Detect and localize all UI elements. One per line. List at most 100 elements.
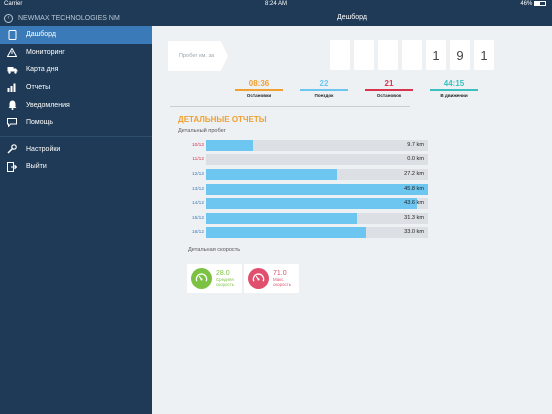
mileage-row[interactable]: 15/12 31.3 km	[178, 211, 430, 226]
sidebar-item-help[interactable]: Помощь	[0, 114, 152, 132]
odometer-digit	[378, 40, 398, 70]
stat-stop-time[interactable]: 08:36 Остановки	[232, 79, 286, 98]
mileage-row[interactable]: 16/12 33.0 km	[178, 226, 430, 241]
stat-underline	[365, 89, 413, 91]
status-bar: Carrier 8:24 AM 46%	[0, 0, 552, 10]
sidebar-item-label: Помощь	[26, 119, 54, 127]
avg-speed-card[interactable]: 28.0 Средняя скорость	[187, 264, 242, 293]
mileage-value: 27.2 km	[404, 170, 424, 177]
max-speed-card[interactable]: 71.0 Макс. скорость	[244, 264, 299, 293]
stat-underline	[235, 89, 283, 91]
odometer-digit: 1	[474, 40, 494, 70]
stat-underline	[430, 89, 478, 91]
stat-label: Поездок	[314, 93, 334, 98]
odometer-digit	[354, 40, 374, 70]
mileage-date: 14/12	[191, 201, 204, 207]
mileage-row[interactable]: 13/12 45.8 km	[178, 182, 430, 197]
sidebar-item-reports[interactable]: Отчеты	[0, 79, 152, 97]
sidebar-divider	[0, 135, 152, 137]
odometer-digit: 1	[426, 40, 446, 70]
mileage-date: 11/12	[192, 157, 204, 163]
mileage-row[interactable]: 14/12 43.6 km	[178, 196, 430, 211]
stat-value: 21	[384, 79, 394, 88]
battery-indicator: 46%	[520, 1, 546, 7]
odometer-digit	[330, 40, 350, 70]
sidebar-item-settings[interactable]: Настройки	[0, 141, 152, 159]
detailed-reports-title: ДЕТАЛЬНЫЕ ОТЧЕТЫ	[178, 115, 267, 124]
back-icon[interactable]: ‹	[4, 13, 13, 23]
bar-chart-icon	[6, 83, 18, 93]
mileage-value: 45.8 km	[404, 185, 424, 192]
speed-value: 28.0	[216, 270, 230, 277]
stat-value: 22	[319, 79, 329, 88]
sidebar-header[interactable]: ‹ NEWMAX TECHNOLOGIES NM	[0, 10, 152, 26]
sidebar-item-logout[interactable]: Выйти	[0, 158, 152, 176]
speed-label-1: Макс.	[273, 277, 285, 282]
battery-percent: 46%	[520, 1, 533, 8]
mileage-bar-track: 45.8 km	[206, 183, 428, 195]
sidebar-item-label: Мониторинг	[26, 48, 65, 56]
logout-icon	[6, 161, 18, 172]
sidebar: ‹ NEWMAX TECHNOLOGIES NM Дашборд Монитор…	[0, 10, 152, 414]
speedometer-icon	[191, 268, 212, 289]
odometer-digit	[402, 40, 422, 70]
page-title: Дешборд	[152, 10, 552, 26]
speed-label-1: Средняя	[216, 277, 234, 282]
chat-icon	[6, 118, 18, 128]
sidebar-item-label: Дашборд	[26, 31, 56, 39]
wrench-icon	[6, 144, 18, 154]
odometer-digit: 9	[450, 40, 470, 70]
mileage-bar-track: 43.6 km	[206, 198, 428, 210]
mileage-bar-fill	[206, 183, 428, 195]
stat-stops[interactable]: 21 Остановок	[362, 79, 416, 98]
battery-icon	[534, 1, 546, 6]
stat-value: 44:15	[443, 79, 465, 88]
stat-trips[interactable]: 22 Поездок	[297, 79, 351, 98]
carrier-label: Carrier	[4, 1, 23, 7]
mileage-value: 0.0 km	[407, 156, 424, 163]
odometer: 1 9 1	[330, 40, 498, 70]
sidebar-item-monitoring[interactable]: Мониторинг	[0, 44, 152, 62]
stat-label: Остановок	[376, 93, 402, 98]
mileage-list: 10/12 9.7 km 11/12 0.0 km 12/12 27.2 km 13/12 4…	[178, 138, 430, 240]
sidebar-item-label: Уведомления	[26, 101, 70, 109]
company-name: NEWMAX TECHNOLOGIES NM	[18, 14, 120, 22]
sidebar-item-label: Карта дня	[26, 66, 59, 74]
speed-text: 28.0 Средняя скорость	[216, 270, 234, 287]
mileage-bar-fill	[206, 198, 417, 210]
mileage-bar-track: 27.2 km	[206, 168, 428, 180]
stat-underline	[300, 89, 348, 91]
mileage-date: 15/12	[191, 215, 204, 221]
mileage-date: 16/12	[191, 230, 204, 236]
mileage-bar-track: 31.3 km	[206, 212, 428, 224]
stat-label: В движении	[440, 93, 468, 98]
bell-icon	[6, 100, 18, 111]
stats-row: 08:36 Остановки 22 Поездок 21 Остановок …	[232, 79, 492, 98]
mileage-bar-fill	[206, 139, 253, 151]
truck-icon	[6, 65, 18, 75]
mileage-bar-track: 33.0 km	[206, 227, 428, 239]
sidebar-item-day-map[interactable]: Карта дня	[0, 61, 152, 79]
tablet-icon	[6, 29, 18, 40]
mileage-bar-track: 9.7 km	[206, 139, 428, 151]
mileage-date: 10/12	[191, 142, 204, 148]
stat-moving-time[interactable]: 44:15 В движении	[427, 79, 481, 98]
stat-label: Остановки	[246, 93, 272, 98]
mileage-value: 43.6 km	[404, 200, 424, 207]
mileage-bar-fill	[206, 168, 337, 180]
weekly-mileage-label: Пробег км. за неделю	[168, 41, 228, 71]
mileage-bar-fill	[206, 212, 357, 224]
mileage-row[interactable]: 11/12 0.0 km	[178, 153, 430, 168]
mileage-date: 12/12	[191, 171, 204, 177]
sidebar-item-notifications[interactable]: Уведомления	[0, 96, 152, 114]
speed-cards: 28.0 Средняя скорость 71.0 Макс. скорость	[187, 264, 301, 293]
sidebar-item-label: Отчеты	[26, 84, 51, 92]
mileage-value: 33.0 km	[404, 229, 424, 236]
mileage-row[interactable]: 12/12 27.2 km	[178, 167, 430, 182]
mileage-row[interactable]: 10/12 9.7 km	[178, 138, 430, 153]
sidebar-item-label: Выйти	[26, 163, 47, 171]
sidebar-item-dashboard[interactable]: Дашборд	[0, 26, 152, 44]
stat-value: 08:36	[248, 79, 270, 88]
detailed-mileage-title: Детальный пробег	[178, 128, 226, 134]
sidebar-item-label: Настройки	[26, 145, 61, 153]
